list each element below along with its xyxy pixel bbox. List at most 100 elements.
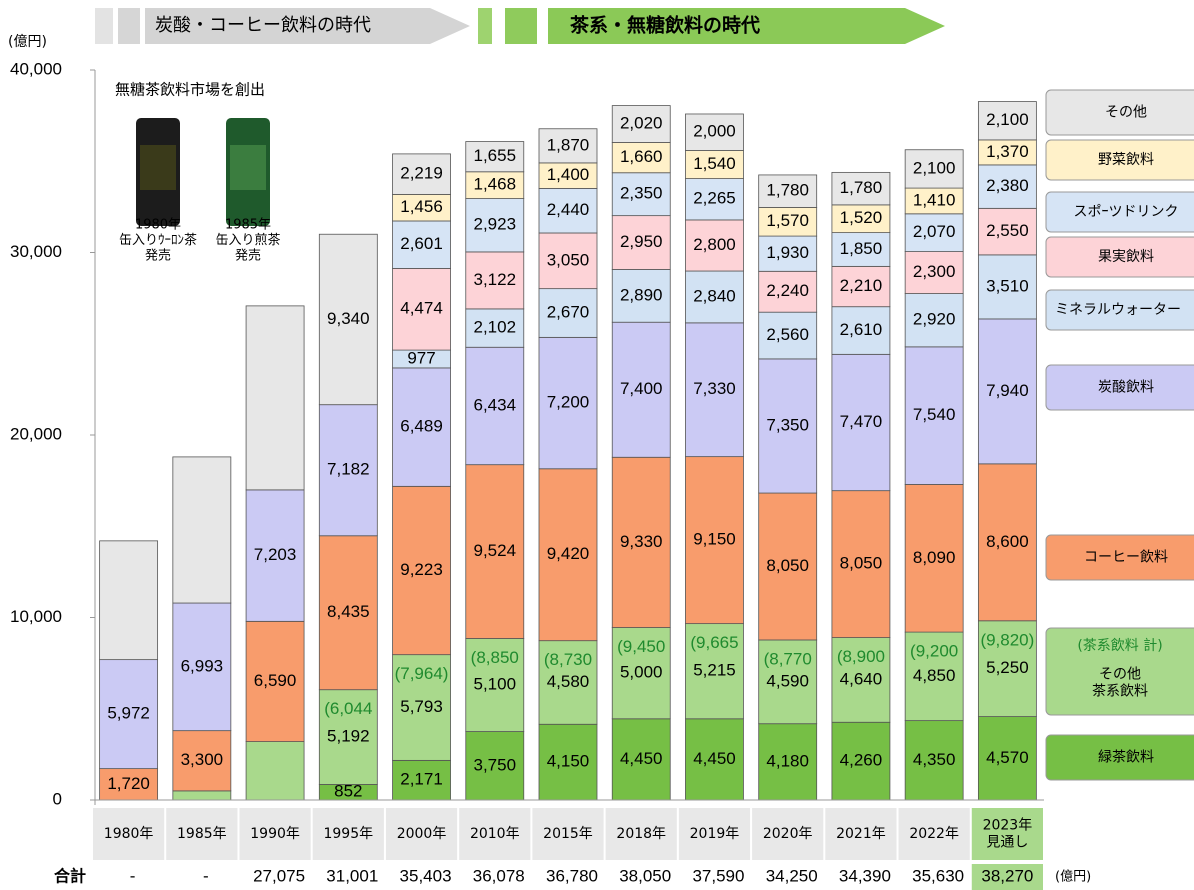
data-label: 2,240: [766, 281, 809, 300]
data-label: 3,050: [547, 250, 590, 269]
category-box: [678, 808, 751, 860]
tea-total-label: (8,900: [837, 647, 885, 666]
bar-segment: [831, 490, 891, 638]
data-label: 977: [407, 348, 435, 367]
category-box: [605, 808, 677, 860]
bar-segment: [392, 193, 451, 222]
bar-segment: [611, 269, 671, 323]
total-label: 37,590: [692, 866, 744, 885]
data-label: 9,420: [547, 544, 590, 563]
x-tick-label: 2018年: [616, 826, 666, 842]
data-label: 1,720: [107, 774, 150, 793]
data-label: 4,180: [766, 751, 809, 770]
arrow-tick: [95, 8, 113, 44]
y-tick-label: 40,000: [10, 59, 62, 78]
data-label: 2,350: [620, 184, 663, 203]
data-label: 1,780: [766, 181, 809, 200]
data-label: 4,350: [913, 750, 956, 769]
data-label: 2,440: [547, 200, 590, 219]
data-label: 2,000: [693, 122, 736, 141]
bar-segment: [538, 162, 598, 189]
legend-label: その他茶系飲料: [1092, 667, 1148, 700]
tea-total-label: (8,850: [471, 648, 519, 667]
bar-segment: [977, 318, 1037, 465]
arrow-tick: [478, 8, 492, 44]
bar-segment: [392, 268, 451, 351]
data-label: 7,203: [254, 545, 297, 564]
data-label: 7,350: [766, 415, 809, 434]
legend-box: [1045, 364, 1194, 411]
bar-segment: [172, 790, 232, 801]
data-label: 7,200: [547, 393, 590, 412]
bar-segment: [392, 153, 451, 195]
x-tick-label: 2020年: [763, 826, 813, 842]
x-tick-label: 2010年: [470, 826, 520, 842]
data-label: 2,560: [766, 325, 809, 344]
data-label: 4,570: [986, 748, 1029, 767]
bar-segment: [977, 620, 1037, 717]
total-label: 38,050: [619, 866, 671, 885]
data-label: 9,340: [327, 309, 370, 328]
data-label: 7,182: [327, 460, 370, 479]
data-label: 5,000: [620, 663, 663, 682]
x-tick-label: 1980年: [104, 826, 154, 842]
data-label: 3,300: [181, 750, 224, 769]
bar-segment: [465, 464, 525, 639]
legend-label: その他: [1105, 105, 1147, 121]
total-label: 36,078: [473, 866, 525, 885]
bar-segment: [392, 485, 451, 656]
data-label: 2,300: [913, 262, 956, 281]
total-label: 27,075: [253, 866, 305, 885]
total-label: 35,630: [912, 866, 964, 885]
bar-segment: [685, 322, 744, 458]
totals-unit: (億円): [1055, 869, 1091, 885]
category-box: [385, 808, 458, 860]
legend-label: 野菜飲料: [1098, 152, 1154, 168]
bar-segment: [831, 204, 891, 234]
data-label: 852: [334, 782, 362, 801]
legend-box: [1045, 534, 1194, 581]
bar-segment: [685, 456, 744, 625]
bar-segment: [465, 251, 525, 310]
data-label: 4,474: [400, 299, 443, 318]
arrow-tick: [118, 8, 140, 44]
category-box: [825, 808, 897, 860]
bar-segment: [758, 174, 818, 208]
bar-segment: [245, 741, 305, 801]
data-label: 2,923: [473, 215, 516, 234]
totals-label: 合計: [54, 867, 86, 886]
data-label: 7,330: [693, 379, 736, 398]
data-label: 2,601: [400, 234, 443, 253]
data-label: 9,524: [473, 541, 516, 560]
annotation-note: 1985年缶入り煎茶発売: [215, 217, 280, 263]
bar-segment: [611, 172, 671, 217]
legend-label: 緑茶飲料: [1098, 750, 1154, 766]
data-label: 6,590: [254, 671, 297, 690]
bar-segment: [318, 233, 378, 406]
bar-segment: [611, 456, 671, 628]
data-label: 1,456: [400, 197, 443, 216]
arrow: [145, 8, 470, 44]
total-label: 36,780: [546, 866, 598, 885]
bar-segment: [538, 288, 598, 338]
data-label: 8,090: [913, 548, 956, 567]
legend-box: [1045, 289, 1194, 331]
data-label: 3,510: [986, 276, 1029, 295]
data-label: 2,610: [840, 320, 883, 339]
data-label: 6,993: [181, 656, 224, 675]
bar-segment: [538, 723, 598, 801]
bar-segment: [977, 254, 1037, 320]
bar-segment: [611, 142, 671, 174]
bar-segment: [172, 730, 232, 792]
bar-segment: [392, 220, 451, 269]
tea-total-label: (9,665: [690, 633, 738, 652]
data-label: 2,800: [693, 235, 736, 254]
data-label: 2,265: [693, 189, 736, 208]
data-label: 4,260: [840, 751, 883, 770]
bar-segment: [831, 171, 891, 206]
total-label: 38,270: [981, 866, 1033, 885]
total-label: -: [130, 866, 136, 885]
data-label: 8,050: [766, 556, 809, 575]
data-label: 2,210: [840, 276, 883, 295]
bar-segment: [904, 346, 964, 485]
